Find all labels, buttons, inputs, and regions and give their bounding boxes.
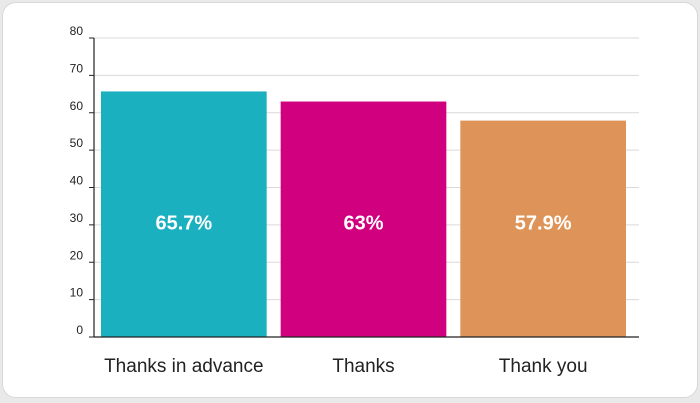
x-category-label-thanks: Thanks: [332, 356, 394, 377]
axes: [89, 37, 639, 338]
y-tick-label-40: 40: [70, 174, 84, 188]
y-tick-label-50: 50: [70, 136, 84, 150]
data-label-thank-you: 57.9%: [515, 212, 572, 234]
x-category-label-thanks-in-advance: Thanks in advance: [104, 356, 264, 377]
bar-thanks-in-advance: [101, 91, 267, 337]
chart-card: 0 10 20 30 40 50 60 70 80 65.7% Thanks in advance 6…: [2, 2, 698, 398]
y-tick-label-0: 0: [76, 323, 83, 337]
labels: 0 10 20 30 40 50 60 70 80 65.7% Thanks in advance 6…: [70, 24, 588, 377]
y-tick-label-30: 30: [70, 211, 84, 225]
data-label-thanks: 63%: [343, 212, 383, 234]
x-category-label-thank-you: Thank you: [499, 356, 588, 377]
y-tick-label-20: 20: [70, 248, 84, 262]
y-tick-label-10: 10: [70, 286, 84, 300]
y-tick-label-70: 70: [70, 61, 84, 75]
bars: [101, 91, 626, 337]
bar-thank-you: [460, 120, 626, 337]
y-tick-label-80: 80: [70, 24, 84, 38]
bar-thanks: [280, 101, 447, 337]
bar-chart: 0 10 20 30 40 50 60 70 80 65.7% Thanks in advance 6…: [70, 24, 639, 377]
data-label-thanks-in-advance: 65.7%: [155, 212, 212, 234]
y-tick-label-60: 60: [70, 99, 84, 113]
